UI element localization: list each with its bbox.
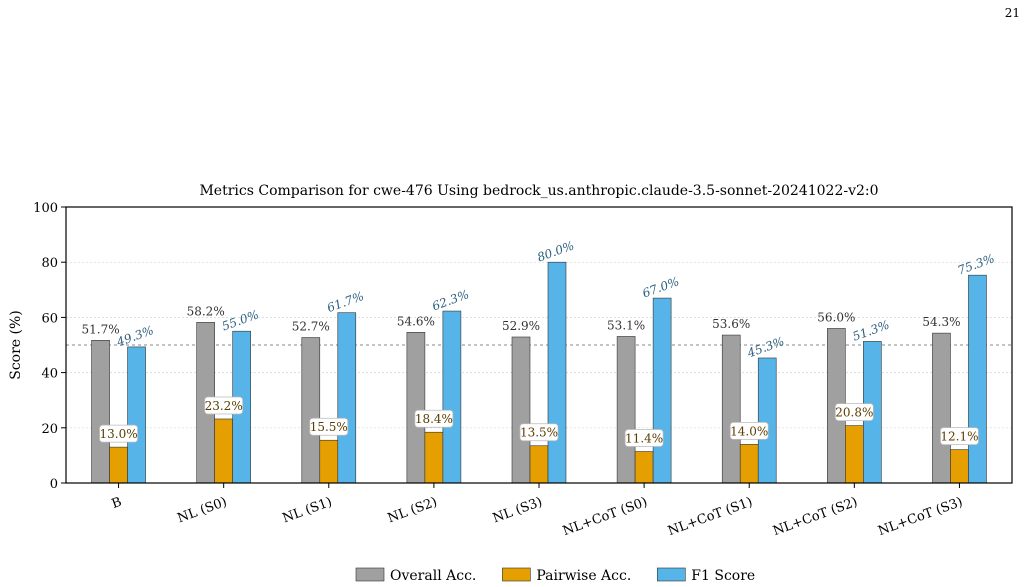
pairwise-acc-label: 11.4% bbox=[625, 432, 663, 446]
bar-pairwise-acc bbox=[529, 445, 549, 484]
bar-pairwise-acc bbox=[214, 418, 233, 484]
pairwise-label-box bbox=[309, 417, 349, 436]
pairwise-label-box bbox=[414, 409, 454, 428]
bar-f1-score bbox=[127, 346, 146, 484]
y-tick-label: 20 bbox=[41, 422, 58, 437]
x-tick-label: NL (S2) bbox=[386, 495, 439, 527]
bar-overall-acc bbox=[91, 340, 110, 484]
bar-pairwise-acc bbox=[319, 439, 339, 484]
y-tick-label: 0 bbox=[50, 477, 58, 492]
bar-f1-score bbox=[547, 261, 567, 484]
f1-score-label: 80.0% bbox=[535, 238, 576, 264]
f1-score-label: 67.0% bbox=[640, 274, 681, 300]
bar-overall-acc bbox=[932, 332, 951, 484]
f1-score-label: 62.3% bbox=[430, 287, 471, 313]
page-number: 21 bbox=[1004, 6, 1020, 20]
legend-f1-score-label: F1 Score bbox=[691, 568, 755, 584]
bar-pairwise-acc bbox=[109, 446, 128, 484]
overall-acc-label: 51.7% bbox=[81, 322, 119, 336]
y-tick-label: 80 bbox=[41, 256, 58, 271]
f1-score-label: 45.3% bbox=[745, 334, 787, 361]
legend-overall-acc-swatch bbox=[355, 567, 385, 582]
pairwise-label-box bbox=[99, 424, 138, 443]
y-axis-label: Score (%) bbox=[8, 310, 24, 380]
pairwise-acc-label: 12.1% bbox=[940, 430, 978, 444]
x-tick-label: NL+CoT (S1) bbox=[666, 495, 755, 539]
f1-score-label: 51.3% bbox=[851, 318, 892, 344]
bar-pairwise-acc bbox=[739, 444, 759, 484]
pairwise-acc-label: 15.5% bbox=[310, 420, 348, 434]
x-tick-label: NL (S1) bbox=[281, 495, 334, 527]
overall-acc-label: 58.2% bbox=[187, 304, 225, 318]
pairwise-acc-label: 18.4% bbox=[415, 412, 453, 426]
legend-pairwise-acc-swatch bbox=[502, 567, 531, 582]
legend: Overall Acc. Pairwise Acc. F1 Score bbox=[355, 567, 755, 584]
bar-f1-score bbox=[757, 357, 777, 484]
legend-pairwise-acc-label: Pairwise Acc. bbox=[536, 568, 631, 584]
value-labels: 51.7%49.3% 13.0% 58.2%55.0% 23.2% 52.7% 61.7%… bbox=[81, 238, 997, 447]
f1-score-label: 75.3% bbox=[956, 251, 997, 277]
y-tick-label: 60 bbox=[41, 311, 58, 326]
overall-acc-label: 52.7% bbox=[292, 320, 330, 334]
pairwise-label-box bbox=[729, 421, 769, 440]
f1-score-label: 61.7% bbox=[325, 289, 366, 315]
pairwise-label-box bbox=[834, 403, 874, 421]
pairwise-acc-label: 14.0% bbox=[730, 424, 768, 438]
bar-overall-acc bbox=[721, 334, 741, 484]
pairwise-label-box bbox=[624, 429, 664, 447]
x-tick-label: NL+CoT (S0) bbox=[561, 495, 650, 539]
bar-overall-acc bbox=[406, 332, 426, 484]
pairwise-label-box bbox=[204, 396, 244, 415]
x-tick-label: NL+CoT (S3) bbox=[876, 495, 965, 539]
pairwise-acc-label: 23.2% bbox=[205, 399, 243, 413]
bar-pairwise-acc bbox=[424, 431, 444, 484]
overall-acc-label: 54.6% bbox=[397, 314, 435, 328]
legend-f1-score-swatch bbox=[656, 567, 686, 582]
bar-f1-score bbox=[968, 274, 987, 484]
x-tick-label: NL+CoT (S2) bbox=[771, 495, 860, 539]
bar-f1-score bbox=[442, 310, 462, 484]
bar-overall-acc bbox=[511, 336, 531, 484]
pairwise-acc-label: 13.0% bbox=[99, 427, 137, 441]
legend-overall-acc-label: Overall Acc. bbox=[390, 568, 476, 584]
f1-score-label: 55.0% bbox=[220, 307, 261, 333]
f1-score-label: 49.3% bbox=[114, 323, 156, 350]
bar-f1-score bbox=[337, 312, 357, 484]
overall-acc-label: 54.3% bbox=[922, 315, 960, 329]
y-tick-label: 100 bbox=[33, 201, 58, 216]
chart-title: Metrics Comparison for cwe-476 Using bed… bbox=[199, 183, 878, 199]
pairwise-label-box bbox=[519, 423, 559, 442]
pairwise-label-box bbox=[940, 427, 979, 446]
x-tick-label: B bbox=[110, 495, 124, 512]
pairwise-acc-label: 20.8% bbox=[835, 406, 873, 420]
bar-pairwise-acc bbox=[845, 425, 864, 484]
plot-frame bbox=[65, 206, 1013, 484]
x-tick-label: NL (S3) bbox=[491, 495, 544, 527]
bar-pairwise-acc bbox=[634, 451, 654, 484]
bar-overall-acc bbox=[616, 336, 636, 484]
x-tick-label: NL (S0) bbox=[176, 495, 229, 527]
overall-acc-label: 53.1% bbox=[607, 318, 645, 332]
bar-pairwise-acc bbox=[950, 449, 969, 484]
overall-acc-label: 52.9% bbox=[502, 319, 540, 333]
y-tick-label: 40 bbox=[41, 367, 58, 382]
bars bbox=[91, 261, 987, 484]
bar-f1-score bbox=[652, 297, 672, 484]
overall-acc-label: 53.6% bbox=[712, 317, 750, 331]
bar-overall-acc bbox=[301, 337, 321, 484]
overall-acc-label: 56.0% bbox=[817, 310, 855, 324]
pairwise-acc-label: 13.5% bbox=[520, 426, 558, 440]
